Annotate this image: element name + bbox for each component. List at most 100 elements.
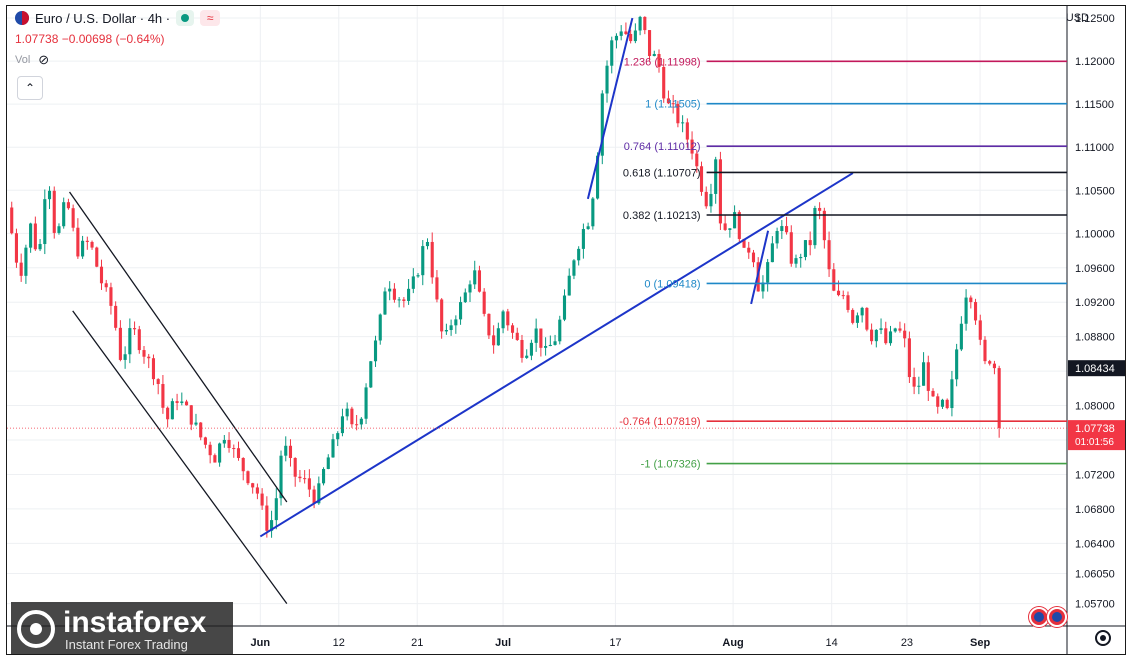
currency-selector[interactable]: USD <box>1065 12 1089 24</box>
economic-event-icon[interactable] <box>1029 607 1049 627</box>
y-tick-label: 1.11500 <box>1075 99 1114 111</box>
brand-name: instaforex <box>63 606 207 639</box>
candle-body <box>591 198 595 227</box>
economic-event-icon[interactable] <box>1047 607 1067 627</box>
candle-body <box>520 339 524 358</box>
candle-body <box>553 341 557 345</box>
candle-body <box>803 240 808 258</box>
candle-body <box>71 208 75 228</box>
candle-body <box>544 346 548 348</box>
candle-body <box>997 368 1001 428</box>
candle-body <box>893 328 897 332</box>
volume-indicator[interactable]: Vol ⊘ <box>15 52 49 68</box>
candle-body <box>907 338 911 378</box>
last-price-label: 1.07738 <box>1075 423 1115 435</box>
candle-body <box>236 448 241 458</box>
candle-body <box>189 405 193 425</box>
candle-body <box>879 328 883 330</box>
candle-body <box>303 478 307 480</box>
candle-body <box>629 33 633 42</box>
candle-body <box>709 193 713 207</box>
candle-body <box>114 305 118 328</box>
y-tick-label: 1.07200 <box>1075 469 1115 481</box>
candle-body <box>14 233 19 263</box>
market-status-icon[interactable] <box>176 10 195 26</box>
candle-body <box>95 247 99 267</box>
candle-body <box>846 295 850 310</box>
candle-body <box>936 396 940 407</box>
candle-body <box>959 323 963 350</box>
candle-body <box>841 295 845 297</box>
candle-body <box>577 248 581 261</box>
candle-body <box>99 266 104 284</box>
candle-body <box>180 401 184 403</box>
candle-body <box>340 416 345 434</box>
candle-body <box>737 212 741 239</box>
candle-body <box>751 252 756 263</box>
candle-body <box>775 231 779 244</box>
chart-frame: 1.12500 1.12000 1.11500 1.11000 1.10500 1.100… <box>6 5 1126 655</box>
symbol-header[interactable]: Euro / U.S. Dollar · 4h · ≈ <box>15 10 221 26</box>
candle-body <box>317 483 321 504</box>
candle-body <box>364 387 368 419</box>
candle-body <box>208 444 212 456</box>
candle-body <box>477 270 482 292</box>
candle-body <box>326 457 330 469</box>
candle-body <box>359 418 363 425</box>
candle-body <box>681 122 685 124</box>
price-change: −0.00698 (−0.64%) <box>61 32 165 46</box>
channel-line <box>72 310 288 604</box>
candle-body <box>780 226 784 232</box>
candle-body <box>501 311 505 329</box>
price-chart[interactable]: 1.12500 1.12000 1.11500 1.11000 1.10500 1.100… <box>7 6 1126 655</box>
candle-body <box>614 35 619 41</box>
candle-body <box>435 277 439 300</box>
candle-body <box>345 408 349 417</box>
symbol-title[interactable]: Euro / U.S. Dollar · 4h · <box>35 10 171 26</box>
candle-body <box>218 443 222 463</box>
candle-body <box>151 358 156 380</box>
y-tick-label: 1.06800 <box>1075 504 1115 516</box>
candle-body <box>369 361 373 388</box>
y-tick-label: 1.09200 <box>1075 297 1115 309</box>
candle-body <box>251 483 255 488</box>
candle-body <box>62 202 66 227</box>
candle-body <box>506 311 510 326</box>
candle-body <box>964 297 968 324</box>
last-price: 1.07738 <box>15 32 59 46</box>
candle-body <box>690 139 694 154</box>
y-tick-label: 1.10000 <box>1075 228 1115 240</box>
volume-label: Vol <box>15 54 31 66</box>
eye-hidden-icon[interactable]: ⊘ <box>38 52 50 67</box>
settings-gear-icon[interactable] <box>1095 630 1111 646</box>
candle-body <box>643 16 647 31</box>
candle-body <box>123 354 127 360</box>
candle-body <box>572 260 576 276</box>
candle-body <box>600 93 604 156</box>
collapse-button[interactable]: ⌃ <box>17 76 43 100</box>
price-marker-label: 1.08434 <box>1075 363 1115 375</box>
x-tick-label: 21 <box>411 637 423 649</box>
candle-body <box>487 313 491 336</box>
candle-body <box>832 269 836 291</box>
fib-level-label: 0.382 (1.10213) <box>623 210 701 222</box>
candle-body <box>992 363 996 369</box>
y-tick-label: 1.08000 <box>1075 401 1115 413</box>
candle-body <box>988 361 992 364</box>
candle-body <box>652 53 656 57</box>
candle-body <box>199 422 203 438</box>
wave-icon[interactable]: ≈ <box>200 10 221 26</box>
candle-body <box>492 335 496 346</box>
candle-body <box>851 309 855 323</box>
candle-body <box>789 232 793 264</box>
candle-body <box>454 319 458 326</box>
brand-watermark: instaforex Instant Forex Trading <box>11 602 233 654</box>
fib-level-label: 0 (1.09418) <box>644 278 700 290</box>
candle-body <box>917 385 921 387</box>
candle-body <box>440 299 444 332</box>
candle-body <box>388 288 392 292</box>
y-tick-label: 1.05700 <box>1075 599 1115 611</box>
fib-level-label: 0.764 (1.11012) <box>624 141 701 153</box>
candle-body <box>955 349 959 380</box>
candle-body <box>312 489 316 504</box>
